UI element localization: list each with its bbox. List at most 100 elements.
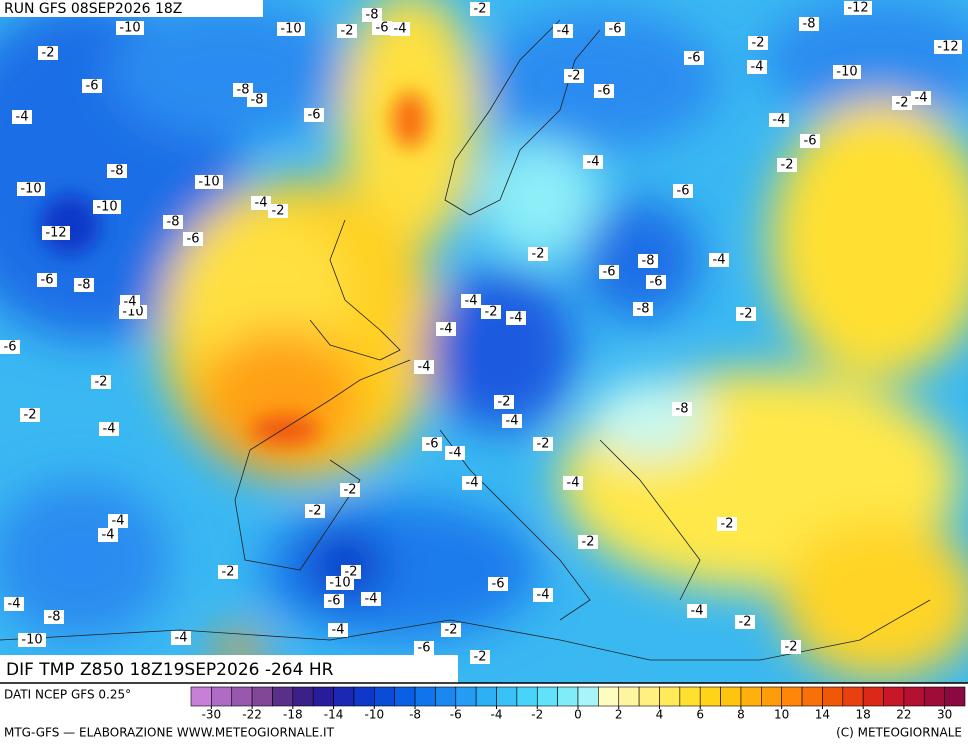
contour-label: -2	[344, 483, 357, 498]
contour-label-bg	[0, 340, 20, 354]
contour-label-bg	[646, 275, 666, 289]
contour-label: -6	[376, 21, 389, 36]
colorbar-box	[353, 686, 375, 707]
contour-label: -6	[677, 184, 690, 199]
colorbar-box	[577, 686, 599, 707]
contour-label: -4	[915, 91, 928, 106]
contour-label-bg	[673, 184, 693, 198]
contour-label: -8	[637, 302, 650, 317]
contour-label: -6	[609, 22, 622, 37]
colorbar-box	[455, 686, 477, 707]
contour-label: -8	[803, 17, 816, 32]
colorbar-box	[598, 686, 620, 707]
contour-label: -4	[394, 22, 407, 37]
contour-label-bg	[638, 254, 658, 268]
contour-label-bg	[436, 322, 456, 336]
contour-label-bg	[328, 623, 348, 637]
contour-label-bg	[470, 2, 490, 16]
contour-label-bg	[372, 21, 392, 35]
colorbar-tick-label: 6	[696, 708, 704, 722]
colorbar-box	[842, 686, 864, 707]
contour-label: -4	[8, 597, 21, 612]
contour-label-bg	[17, 182, 45, 196]
contour-label-bg	[633, 302, 653, 316]
contour-label-bg	[506, 311, 526, 325]
contour-label-bg	[769, 113, 789, 127]
contour-label-bg	[462, 476, 482, 490]
colorbar-tick-label: -4	[491, 708, 503, 722]
contour-label: -2	[781, 158, 794, 173]
contour-label-bg	[781, 640, 801, 654]
contour-label-bg	[12, 110, 32, 124]
colorbar-box	[435, 686, 457, 707]
contour-label: -4	[255, 196, 268, 211]
contour-label: -2	[485, 305, 498, 320]
contour-label: -2	[474, 2, 487, 17]
colorbar-box	[292, 686, 314, 707]
contour-label-bg	[414, 641, 434, 655]
contour-label: -4	[449, 446, 462, 461]
contour-label-bg	[717, 517, 737, 531]
colorbar-box	[333, 686, 355, 707]
contour-label: -4	[112, 514, 125, 529]
contour-label-bg	[107, 164, 127, 178]
contour-label-bg	[594, 84, 614, 98]
contour-label: -4	[440, 322, 453, 337]
colorbar-box	[211, 686, 233, 707]
contour-label: -10	[20, 182, 41, 197]
contour-label-bg	[91, 375, 111, 389]
contour-label: -2	[95, 375, 108, 390]
contour-label: -6	[328, 594, 341, 609]
contour-label: -4	[103, 422, 116, 437]
contour-label: -2	[445, 623, 458, 638]
contour-label-bg	[218, 565, 238, 579]
colorbar-box	[862, 686, 884, 707]
colorbar-box	[944, 686, 966, 707]
contour-label-bg	[42, 226, 70, 240]
contour-label-bg	[340, 483, 360, 497]
contour-label-bg	[578, 535, 598, 549]
contour-label-bg	[18, 633, 46, 647]
contour-label: -6	[804, 134, 817, 149]
contour-label: -4	[465, 294, 478, 309]
contour-label: -6	[650, 275, 663, 290]
colorbar-tick-label: 18	[856, 708, 871, 722]
contour-label-bg	[599, 265, 619, 279]
contour-label: -2	[341, 24, 354, 39]
contour-label-bg	[361, 592, 381, 606]
footer-right: (C) METEOGIORNALE	[836, 726, 962, 740]
contour-label-bg	[171, 631, 191, 645]
contour-label: -4	[587, 155, 600, 170]
colorbar-box	[801, 686, 823, 707]
contour-label-bg	[183, 232, 203, 246]
colorbar-box	[475, 686, 497, 707]
contour-label-bg	[390, 22, 410, 36]
contour-label: -4	[16, 110, 29, 125]
colorbar-tick-label: 10	[774, 708, 789, 722]
contour-label-bg	[605, 22, 625, 36]
contour-label-bg	[553, 24, 573, 38]
run-label: RUN GFS 08SEP2026 18Z	[4, 1, 182, 17]
colorbar-box	[659, 686, 681, 707]
contour-label-bg	[362, 8, 382, 22]
colorbar-tick-label: 2	[615, 708, 623, 722]
contour-label: -10	[119, 21, 140, 36]
contour-label-bg	[844, 1, 872, 15]
contour-label-bg	[687, 604, 707, 618]
colorbar-box	[699, 686, 721, 707]
colorbar-box	[618, 686, 640, 707]
contour-label: -12	[45, 226, 66, 241]
contour-label-bg	[800, 134, 820, 148]
contour-label-bg	[445, 446, 465, 460]
contour-label: -2	[582, 535, 595, 550]
colorbar-box	[374, 686, 395, 707]
colorbar-box	[496, 686, 518, 707]
colorbar-tick-label: -14	[324, 708, 344, 722]
contour-label-bg	[108, 514, 128, 528]
contour-label-bg	[82, 79, 102, 93]
colorbar-box	[190, 686, 212, 707]
colorbar-tick-label: 4	[656, 708, 664, 722]
contour-label-bg	[20, 408, 40, 422]
colorbar-box	[903, 686, 925, 707]
